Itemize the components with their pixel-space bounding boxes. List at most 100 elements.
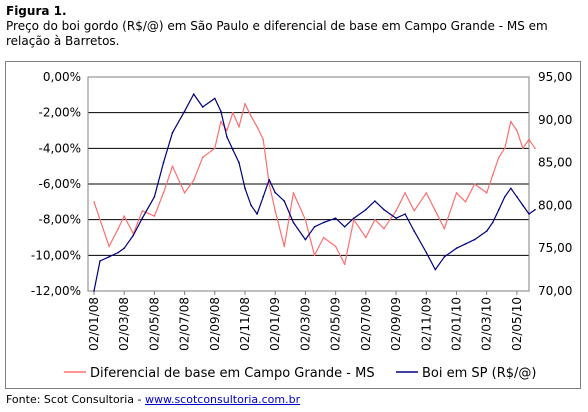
data-point-boi [395, 217, 397, 219]
data-point-diferencial [498, 156, 500, 159]
data-point-boi [132, 234, 135, 237]
data-point-diferencial [162, 192, 165, 194]
data-point-boi [443, 256, 446, 258]
data-point-boi [464, 243, 467, 245]
data-point-boi [141, 217, 144, 219]
data-point-diferencial [434, 210, 437, 212]
x-tick-label: 02/07/09 [359, 297, 373, 351]
data-point-diferencial [99, 218, 101, 221]
data-point-diferencial [304, 218, 307, 221]
data-point-boi [238, 161, 240, 164]
data-point-diferencial [534, 147, 536, 150]
data-point-diferencial [464, 201, 467, 203]
data-point-diferencial [226, 129, 228, 132]
data-point-boi [510, 187, 512, 190]
y-left-tick-label: -10,00% [31, 248, 81, 262]
data-point-boi [365, 208, 367, 211]
data-point-diferencial [153, 215, 156, 217]
data-point-diferencial [201, 156, 204, 159]
data-point-diferencial [522, 147, 524, 150]
source-prefix: Fonte: Scot Consultoria - [6, 393, 145, 406]
data-point-diferencial [528, 138, 530, 141]
data-point-boi [283, 200, 286, 202]
data-point-diferencial [292, 192, 295, 194]
data-point-boi [292, 221, 295, 224]
data-point-boi [262, 196, 265, 198]
data-point-diferencial [232, 111, 234, 114]
data-point-boi [491, 221, 494, 224]
data-point-diferencial [365, 236, 367, 239]
data-point-boi [244, 187, 246, 190]
data-point-boi [485, 230, 488, 232]
x-tick-label: 02/01/09 [268, 297, 282, 351]
y-right-tick-label: 80,00 [538, 198, 572, 212]
data-point-boi [192, 93, 195, 95]
data-point-diferencial [485, 192, 488, 194]
data-point-boi [343, 226, 346, 228]
data-point-diferencial [443, 227, 446, 230]
x-tick-label: 02/03/08 [117, 297, 131, 351]
data-point-boi [528, 213, 530, 215]
data-point-diferencial [510, 120, 512, 123]
data-point-diferencial [183, 192, 186, 194]
chart-svg: 0,00% -2,00% -4,00% -6,00% -8,00% -10,00% -12,… [31, 70, 572, 381]
data-point-boi [108, 256, 110, 258]
data-point-diferencial [141, 210, 144, 212]
data-point-boi [162, 161, 165, 164]
source-link[interactable]: www.scotconsultoria.com.br [144, 393, 301, 406]
data-point-diferencial [504, 147, 506, 150]
data-point-boi [313, 226, 316, 228]
data-point-boi [498, 208, 500, 211]
data-point-diferencial [395, 210, 397, 212]
y-right-tick-label: 90,00 [538, 113, 572, 127]
data-point-boi [455, 247, 458, 249]
data-point-boi [171, 131, 174, 134]
data-point-boi [504, 196, 506, 198]
data-point-diferencial [268, 183, 271, 185]
data-point-diferencial [108, 245, 110, 248]
data-point-diferencial [383, 227, 385, 230]
data-point-diferencial [425, 192, 428, 194]
y-left-tick-label: -4,00% [39, 141, 81, 155]
data-point-boi [256, 213, 258, 215]
data-point-diferencial [250, 115, 252, 117]
chart-frame: 0,00% -2,00% -4,00% -6,00% -8,00% -10,00% -12,… [5, 61, 581, 389]
plot-area [87, 76, 530, 292]
data-point-diferencial [117, 227, 119, 230]
data-point-boi [274, 191, 277, 194]
data-point-boi [123, 247, 125, 249]
data-point-diferencial [343, 263, 346, 266]
data-point-boi [117, 251, 119, 254]
x-tick-label: 02/03/10 [480, 297, 494, 351]
data-point-diferencial [413, 210, 416, 212]
data-point-boi [334, 217, 337, 219]
data-point-boi [226, 136, 228, 138]
data-point-diferencial [123, 215, 125, 217]
data-point-diferencial [404, 192, 406, 194]
data-point-boi [93, 290, 95, 292]
data-point-diferencial [274, 210, 277, 212]
data-point-diferencial [334, 245, 337, 248]
y-right-tick-label: 85,00 [538, 156, 572, 170]
data-point-boi [534, 208, 536, 211]
data-point-diferencial [256, 126, 258, 128]
data-point-diferencial [313, 254, 316, 257]
data-point-diferencial [516, 129, 518, 132]
y-left-tick-label: 0,00% [43, 70, 81, 84]
data-point-boi [214, 97, 216, 100]
y-right-tick-label: 70,00 [538, 284, 572, 298]
y-right-tick-label: 95,00 [538, 70, 572, 84]
x-tick-label: 02/07/08 [178, 297, 192, 351]
data-point-diferencial [374, 218, 376, 221]
data-point-diferencial [238, 126, 240, 128]
data-point-diferencial [192, 179, 195, 182]
data-point-boi [522, 204, 524, 207]
data-point-boi [353, 217, 355, 219]
x-tick-label: 02/01/08 [87, 297, 101, 351]
data-point-diferencial [322, 236, 325, 239]
data-point-diferencial [171, 165, 174, 167]
data-point-boi [201, 106, 204, 108]
series-line-boi [93, 93, 536, 292]
x-tick-label: 02/03/09 [298, 297, 312, 351]
data-point-diferencial [455, 192, 458, 194]
